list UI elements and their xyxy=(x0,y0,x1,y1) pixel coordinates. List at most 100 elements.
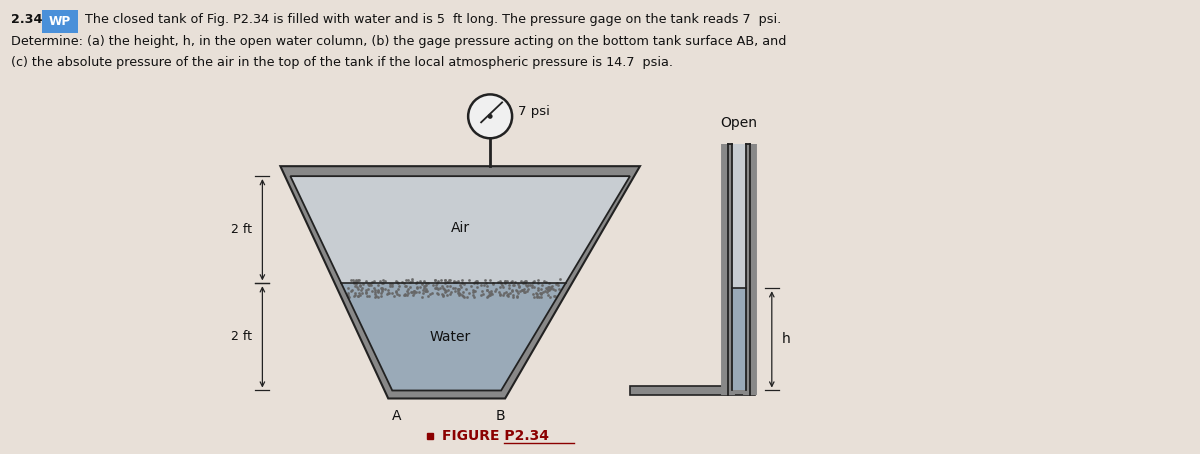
Point xyxy=(486,285,505,292)
Text: 2 ft: 2 ft xyxy=(232,331,252,343)
Point xyxy=(397,287,416,295)
Point xyxy=(463,289,482,296)
Point xyxy=(368,288,388,296)
Point xyxy=(338,284,358,291)
Point xyxy=(346,281,365,288)
Point xyxy=(478,292,497,299)
Point xyxy=(350,282,370,290)
Point xyxy=(484,279,503,286)
Point xyxy=(361,281,380,289)
Point xyxy=(499,285,518,292)
Point xyxy=(440,282,460,290)
Point xyxy=(450,281,469,288)
Point xyxy=(473,287,492,295)
Point xyxy=(414,286,433,293)
Point xyxy=(420,291,439,298)
Text: Open: Open xyxy=(720,116,757,130)
Point xyxy=(401,288,420,295)
Point xyxy=(478,286,497,294)
Point xyxy=(498,291,517,298)
Point xyxy=(545,286,564,293)
Point xyxy=(416,279,436,286)
Point xyxy=(404,287,424,295)
Point xyxy=(538,288,557,296)
Point xyxy=(362,288,382,295)
Point xyxy=(509,281,528,288)
Point xyxy=(527,293,546,300)
Point xyxy=(484,281,503,288)
Point xyxy=(413,281,432,288)
Point xyxy=(347,276,366,283)
Point xyxy=(436,287,455,294)
Point xyxy=(521,281,540,288)
Point xyxy=(550,285,569,292)
Point xyxy=(523,291,542,298)
Point xyxy=(532,289,551,296)
Point xyxy=(492,279,511,286)
Point xyxy=(481,276,500,283)
Point xyxy=(464,287,484,295)
Point xyxy=(366,293,385,300)
Point xyxy=(539,287,558,294)
Point xyxy=(504,291,523,298)
Point xyxy=(348,277,367,285)
Point xyxy=(346,292,365,299)
Point xyxy=(356,286,376,294)
Point xyxy=(464,293,484,301)
Point xyxy=(413,289,432,296)
Point xyxy=(407,289,426,296)
Point xyxy=(476,280,496,287)
Point xyxy=(455,294,474,301)
Point xyxy=(350,281,370,288)
Point xyxy=(464,287,484,294)
Point xyxy=(368,293,388,301)
Circle shape xyxy=(468,94,512,138)
Point xyxy=(372,284,391,291)
Point xyxy=(436,289,455,296)
Point xyxy=(401,279,420,286)
Point xyxy=(516,278,535,285)
Point xyxy=(510,283,529,290)
Point xyxy=(338,290,358,297)
Point xyxy=(436,277,455,284)
Point xyxy=(409,288,428,296)
Point xyxy=(376,286,395,293)
Point xyxy=(540,286,559,294)
Point xyxy=(383,282,402,290)
Point xyxy=(515,279,534,286)
Point xyxy=(416,288,436,295)
Point xyxy=(522,283,541,291)
Point xyxy=(528,292,547,300)
Point xyxy=(348,292,367,299)
Point xyxy=(382,280,401,287)
Point xyxy=(498,293,517,300)
Point xyxy=(539,291,558,299)
Point xyxy=(358,281,377,288)
Point xyxy=(356,289,376,296)
Point xyxy=(389,280,408,287)
Point xyxy=(527,289,546,296)
Point xyxy=(372,288,391,295)
Point xyxy=(344,279,364,286)
Point xyxy=(371,284,390,291)
Point xyxy=(438,292,457,299)
Point xyxy=(342,286,361,294)
Point xyxy=(376,277,395,284)
Point xyxy=(524,294,544,301)
Point xyxy=(427,284,446,291)
Point xyxy=(452,276,472,283)
Point xyxy=(511,278,530,285)
Point xyxy=(491,283,510,291)
Point xyxy=(414,277,433,285)
Point xyxy=(424,281,443,289)
Point xyxy=(370,277,389,285)
Point xyxy=(356,278,376,285)
Polygon shape xyxy=(290,176,630,390)
Point xyxy=(347,283,366,291)
Point xyxy=(508,293,527,301)
Point xyxy=(342,276,361,284)
Point xyxy=(379,289,398,296)
Point xyxy=(359,281,378,288)
Point xyxy=(466,278,485,286)
Point xyxy=(416,281,436,288)
